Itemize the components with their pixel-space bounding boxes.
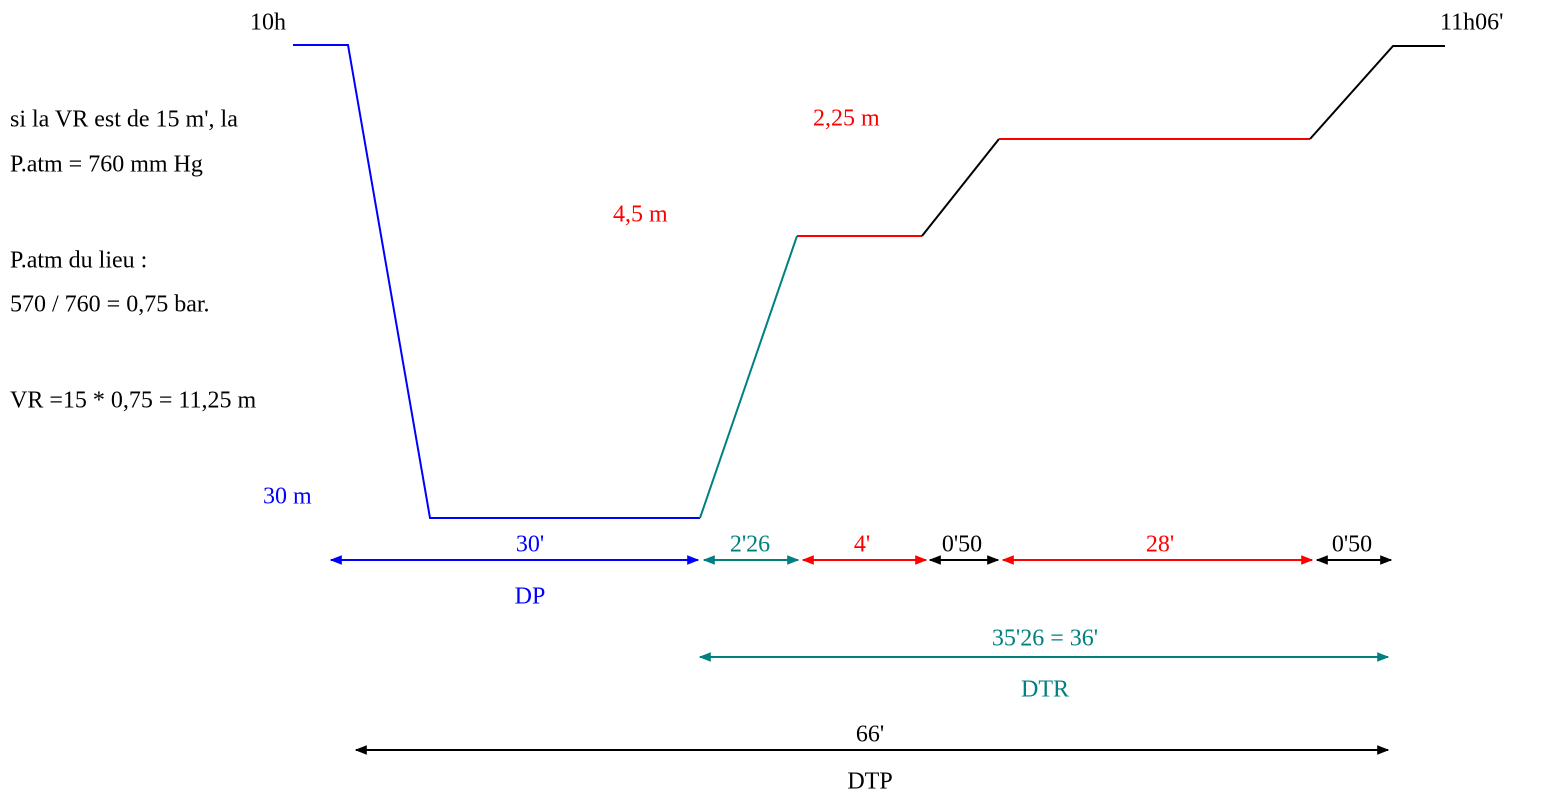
descent-profile [293,44,700,519]
depth-label: 2,25 m [813,106,880,132]
dtr-duration: 35'26 = 36' [992,626,1098,652]
note: si la VR est de 15 m', la [10,107,238,133]
segment-duration: 28' [1146,532,1174,558]
dtp-duration: 66' [856,722,884,748]
segment-duration: 0'50 [1332,532,1372,558]
dtp-label: DTP [847,769,892,795]
segment-duration: 2'26 [730,532,770,558]
depth-label: 30 m [263,484,312,510]
note: VR =15 * 0,75 = 11,25 m [10,388,257,414]
segment-duration: 30' [516,532,544,558]
segment-duration: 0'50 [942,532,982,558]
start-time: 10h [250,10,286,36]
surface-ascent [1309,45,1445,140]
dtr-label: DTR [1021,677,1069,703]
note: 570 / 760 = 0,75 bar. [10,292,210,318]
note: P.atm du lieu : [10,248,147,274]
note: P.atm = 760 mm Hg [10,152,203,178]
dp-label: DP [515,584,546,610]
segment-duration: 4' [854,532,870,558]
end-time: 11h06' [1440,10,1503,36]
ascent [921,138,1000,237]
ascent [699,235,798,519]
depth-label: 4,5 m [613,202,668,228]
